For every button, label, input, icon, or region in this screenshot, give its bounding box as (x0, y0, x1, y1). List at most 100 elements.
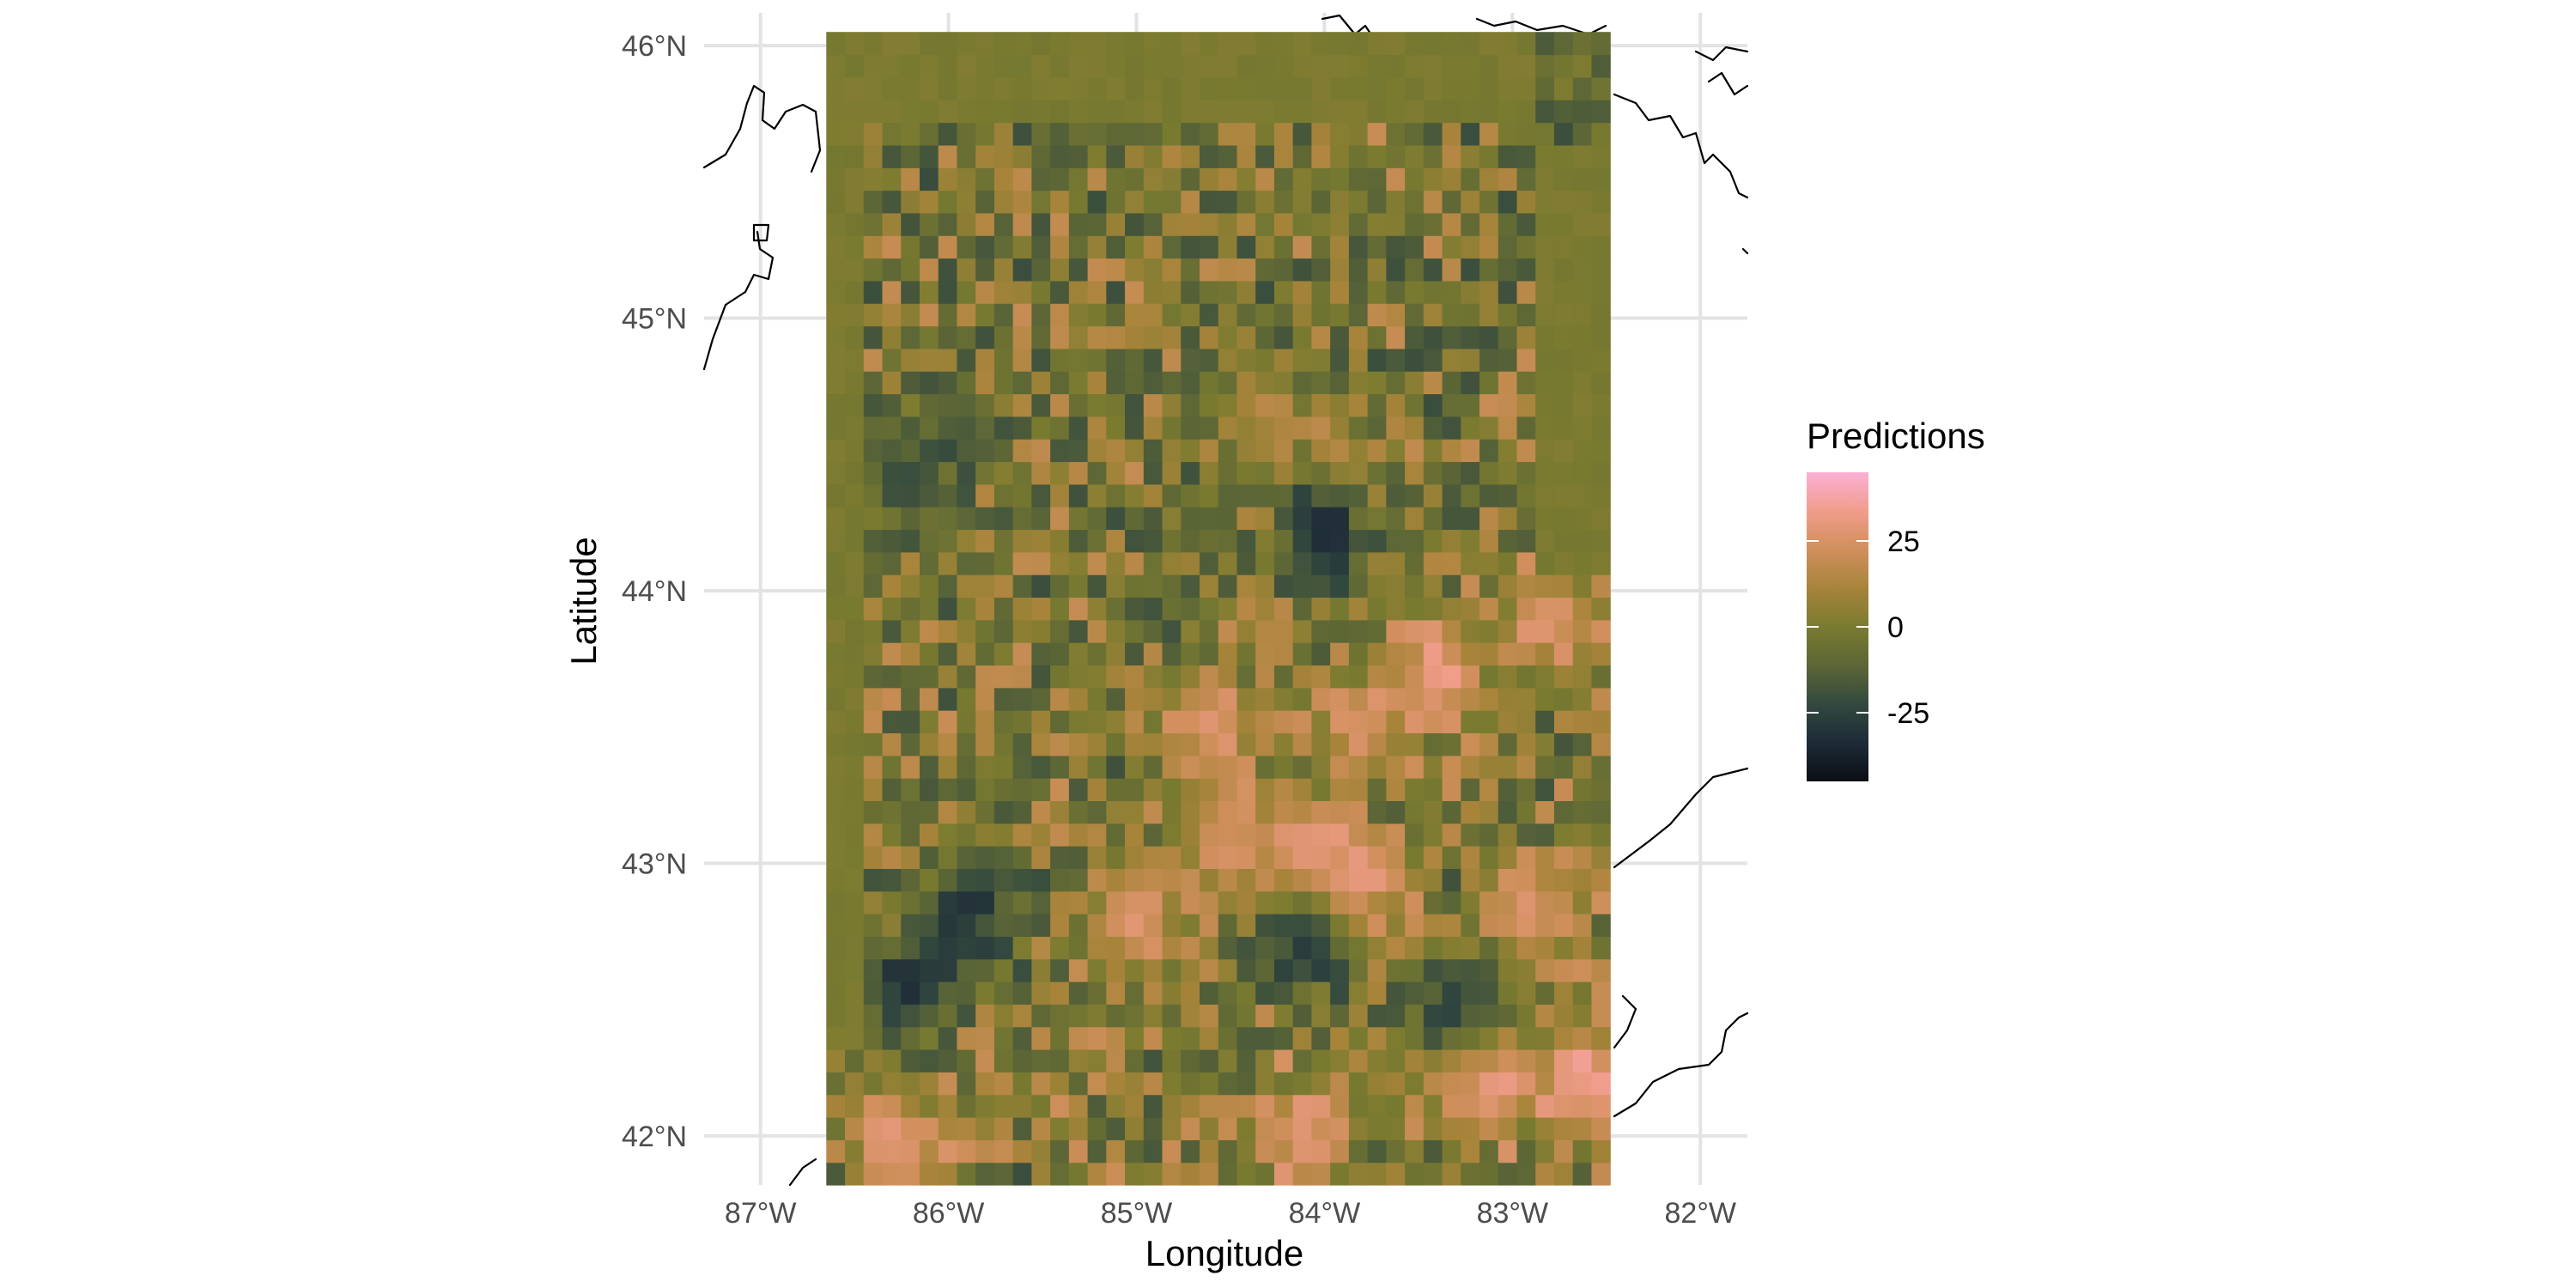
raster-cell (1591, 280, 1611, 304)
raster-cell (1442, 461, 1461, 485)
raster-cell (845, 1139, 865, 1163)
raster-cell (1273, 710, 1294, 734)
raster-cell (1535, 32, 1555, 56)
raster-cell (1143, 144, 1163, 168)
raster-cell (993, 890, 1014, 914)
raster-cell (1031, 868, 1051, 892)
raster-cell (1068, 100, 1089, 124)
raster-cell (1050, 619, 1070, 643)
raster-cell (957, 732, 976, 756)
raster-cell (1181, 1026, 1200, 1050)
raster-cell (1348, 778, 1369, 802)
raster-cell (993, 258, 1014, 282)
raster-cell (1572, 1004, 1593, 1028)
raster-cell (1255, 1072, 1275, 1096)
raster-cell (1405, 619, 1425, 643)
raster-cell (957, 574, 976, 598)
raster-cell (1386, 439, 1406, 463)
raster-cell (1273, 32, 1294, 56)
raster-cell (938, 1049, 958, 1072)
raster-cell (1479, 439, 1499, 463)
raster-cell (1311, 303, 1331, 327)
raster-cell (1273, 597, 1294, 621)
raster-cell (993, 642, 1014, 666)
raster-cell (1255, 551, 1275, 575)
raster-cell (1273, 1049, 1294, 1072)
raster-cell (1050, 642, 1070, 666)
raster-cell (901, 755, 920, 779)
raster-cell (938, 439, 958, 463)
raster-cell (1068, 1162, 1089, 1186)
raster-cell (1181, 665, 1200, 689)
raster-cell (993, 100, 1014, 124)
raster-cell (938, 303, 958, 327)
raster-cell (1087, 981, 1107, 1005)
raster-cell (1386, 1117, 1406, 1140)
raster-cell (1273, 1139, 1294, 1163)
raster-cell (1236, 348, 1256, 372)
raster-cell (845, 574, 865, 598)
raster-cell (882, 551, 902, 575)
raster-cell (1125, 800, 1145, 824)
raster-cell (826, 371, 846, 395)
raster-cell (1236, 371, 1256, 395)
raster-cell (1405, 914, 1425, 937)
raster-cell (826, 755, 846, 779)
raster-cell (1516, 483, 1536, 507)
raster-cell (1087, 958, 1107, 982)
raster-cell (1498, 936, 1518, 960)
raster-cell (1200, 846, 1219, 869)
raster-cell (1423, 507, 1443, 531)
raster-cell (1367, 1026, 1387, 1050)
raster-cell (1498, 144, 1518, 168)
raster-cell (1405, 597, 1425, 621)
raster-cell (1218, 144, 1238, 168)
raster-cell (1050, 574, 1070, 598)
raster-cell (1255, 914, 1275, 937)
raster-cell (1423, 619, 1443, 643)
raster-cell (1386, 778, 1406, 802)
raster-cell (1553, 235, 1574, 259)
raster-cell (1106, 1026, 1126, 1050)
raster-cell (1330, 890, 1350, 914)
raster-cell (1516, 936, 1536, 960)
raster-cell (1068, 461, 1089, 485)
raster-cell (919, 1139, 939, 1163)
raster-cell (1292, 32, 1313, 56)
raster-cell (901, 325, 920, 349)
raster-cell (975, 212, 995, 236)
raster-cell (1516, 687, 1536, 711)
raster-cell (1143, 122, 1163, 146)
raster-cell (957, 235, 976, 259)
raster-cell (1423, 687, 1443, 711)
raster-cell (1200, 416, 1219, 440)
raster-cell (1292, 303, 1313, 327)
raster-cell (1330, 280, 1350, 304)
raster-cell (1087, 1117, 1107, 1140)
raster-cell (1292, 100, 1313, 124)
raster-cell (1367, 823, 1387, 847)
raster-cell (957, 1049, 976, 1072)
raster-cell (1498, 439, 1518, 463)
raster-cell (938, 914, 958, 937)
raster-cell (882, 1162, 902, 1186)
raster-cell (1311, 1094, 1331, 1118)
raster-cell (1162, 348, 1182, 372)
raster-cell (919, 574, 939, 598)
raster-cell (1050, 483, 1070, 507)
raster-cell (1442, 732, 1461, 756)
raster-cell (1125, 914, 1145, 937)
raster-cell (1236, 1072, 1256, 1096)
legend-title: Predictions (1807, 416, 1985, 456)
raster-cell (845, 167, 865, 191)
raster-cell (1516, 868, 1536, 892)
raster-cell (882, 981, 902, 1005)
raster-cell (1535, 981, 1555, 1005)
raster-cell (1442, 416, 1461, 440)
raster-cell (957, 393, 976, 417)
raster-cell (1423, 325, 1443, 349)
raster-cell (1516, 890, 1536, 914)
raster-cell (1535, 687, 1555, 711)
raster-cell (1068, 32, 1089, 56)
raster-cell (1461, 597, 1480, 621)
